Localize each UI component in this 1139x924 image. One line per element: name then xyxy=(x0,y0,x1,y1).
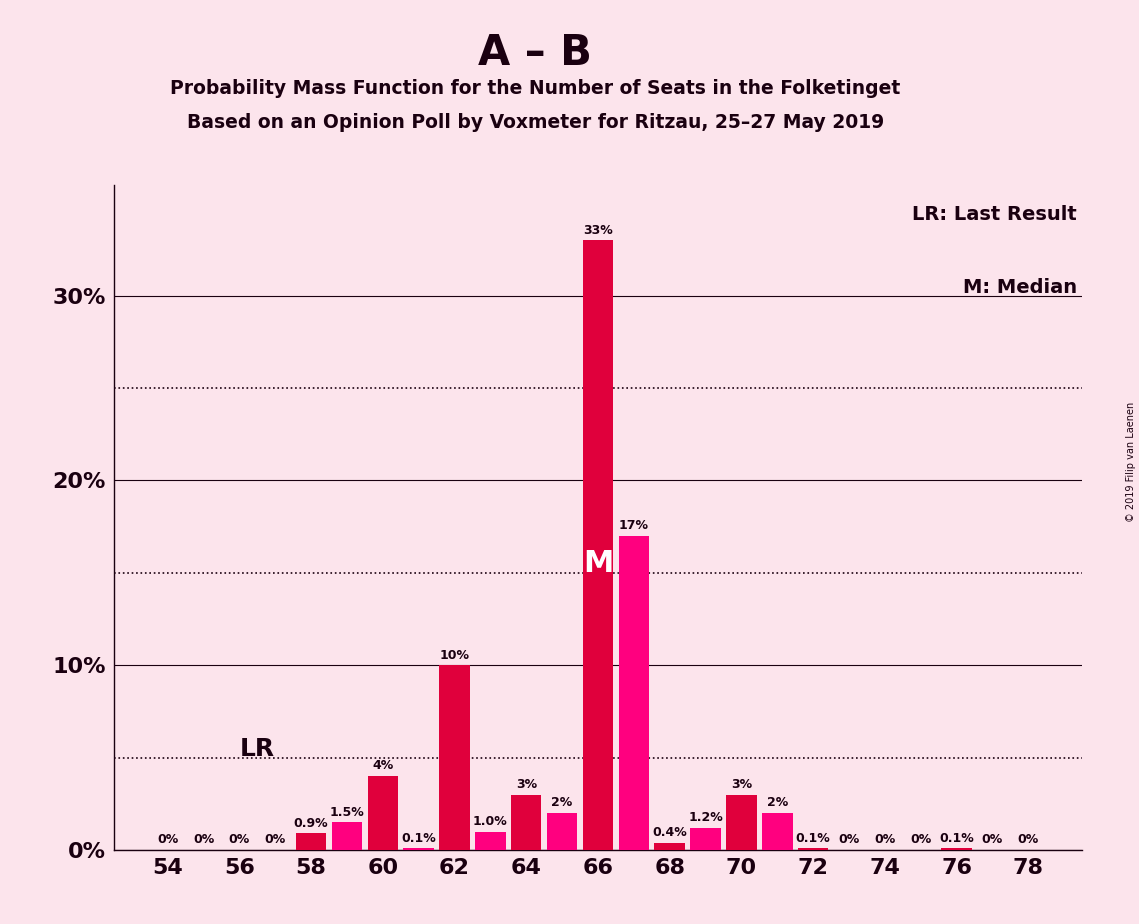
Text: 10%: 10% xyxy=(440,649,469,662)
Bar xyxy=(331,822,362,850)
Bar xyxy=(440,665,469,850)
Bar xyxy=(475,832,506,850)
Text: 0%: 0% xyxy=(910,833,932,846)
Text: 1.0%: 1.0% xyxy=(473,815,508,828)
Bar xyxy=(547,813,577,850)
Text: 4%: 4% xyxy=(372,760,393,772)
Text: Based on an Opinion Poll by Voxmeter for Ritzau, 25–27 May 2019: Based on an Opinion Poll by Voxmeter for… xyxy=(187,113,884,132)
Bar xyxy=(798,848,828,850)
Text: 2%: 2% xyxy=(767,796,788,809)
Bar xyxy=(655,843,685,850)
Text: 33%: 33% xyxy=(583,224,613,237)
Bar xyxy=(583,240,613,850)
Text: A – B: A – B xyxy=(478,32,592,74)
Text: 0%: 0% xyxy=(192,833,214,846)
Bar xyxy=(511,795,541,850)
Text: M: M xyxy=(583,549,613,578)
Text: 0%: 0% xyxy=(157,833,179,846)
Text: 0%: 0% xyxy=(229,833,251,846)
Text: 0%: 0% xyxy=(982,833,1003,846)
Bar xyxy=(762,813,793,850)
Text: 1.5%: 1.5% xyxy=(329,806,364,819)
Text: 2%: 2% xyxy=(551,796,573,809)
Text: 0.1%: 0.1% xyxy=(940,832,974,845)
Text: 0.1%: 0.1% xyxy=(796,832,830,845)
Text: LR: LR xyxy=(240,737,274,761)
Bar xyxy=(618,536,649,850)
Text: 1.2%: 1.2% xyxy=(688,811,723,824)
Text: 0%: 0% xyxy=(264,833,286,846)
Text: 0%: 0% xyxy=(1017,833,1039,846)
Bar xyxy=(690,828,721,850)
Text: LR: Last Result: LR: Last Result xyxy=(912,205,1077,224)
Text: 3%: 3% xyxy=(516,778,536,791)
Text: 17%: 17% xyxy=(618,519,649,532)
Bar xyxy=(941,848,972,850)
Bar xyxy=(296,833,327,850)
Bar xyxy=(403,848,434,850)
Text: 3%: 3% xyxy=(731,778,752,791)
Bar xyxy=(727,795,756,850)
Bar xyxy=(368,776,398,850)
Text: 0.4%: 0.4% xyxy=(653,826,687,839)
Text: © 2019 Filip van Laenen: © 2019 Filip van Laenen xyxy=(1126,402,1136,522)
Text: Probability Mass Function for the Number of Seats in the Folketinget: Probability Mass Function for the Number… xyxy=(170,79,901,98)
Text: 0%: 0% xyxy=(875,833,895,846)
Text: 0.1%: 0.1% xyxy=(401,832,436,845)
Text: 0%: 0% xyxy=(838,833,860,846)
Text: 0.9%: 0.9% xyxy=(294,817,328,830)
Text: M: Median: M: Median xyxy=(964,278,1077,297)
